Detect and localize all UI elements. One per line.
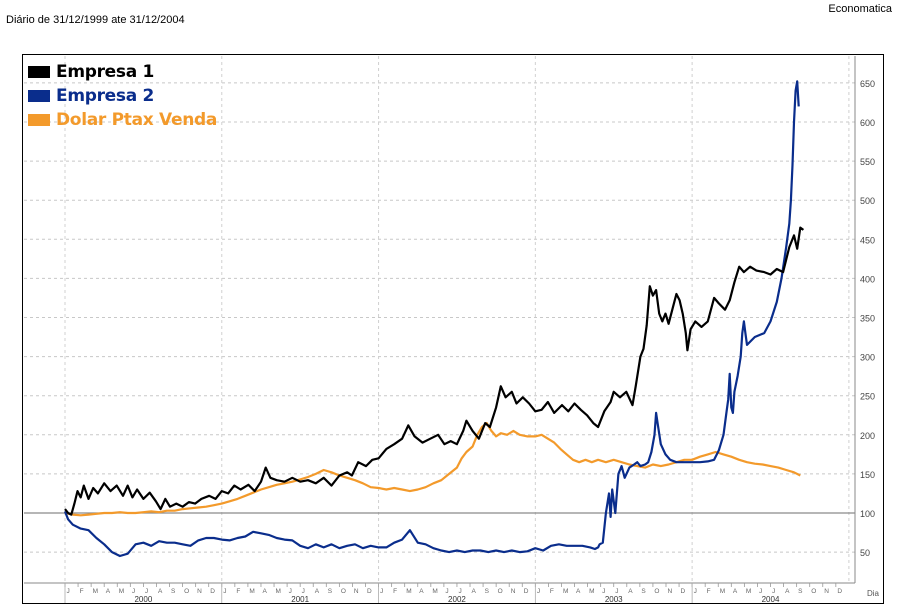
x-month-label: F — [707, 588, 711, 595]
y-tick-250: 250 — [860, 392, 875, 402]
x-month-label: S — [328, 588, 333, 595]
x-month-label: A — [733, 588, 738, 595]
x-month-label: F — [550, 588, 554, 595]
legend-item-dolar: Dolar Ptax Venda — [28, 108, 217, 132]
x-month-label: S — [798, 588, 803, 595]
y-tick-300: 300 — [860, 353, 875, 363]
legend-item-empresa-1: Empresa 1 — [28, 60, 217, 84]
x-month-label: O — [184, 588, 189, 595]
x-month-label: J — [615, 588, 618, 595]
x-month-label: N — [511, 588, 516, 595]
x-month-label: S — [641, 588, 646, 595]
x-month-label: J — [380, 588, 383, 595]
x-month-label: M — [119, 588, 124, 595]
y-tick-200: 200 — [860, 431, 875, 441]
y-tick-400: 400 — [860, 274, 875, 284]
y-tick-650: 650 — [860, 79, 875, 89]
x-year-label-2004: 2004 — [762, 595, 780, 604]
x-month-label: J — [759, 588, 762, 595]
legend-swatch-empresa-1 — [28, 66, 50, 78]
x-month-label: N — [667, 588, 672, 595]
x-month-label: J — [289, 588, 292, 595]
x-month-label: M — [589, 588, 594, 595]
x-month-label: F — [80, 588, 84, 595]
x-month-label: A — [419, 588, 424, 595]
x-month-label: S — [485, 588, 490, 595]
y-tick-550: 550 — [860, 157, 875, 167]
x-month-label: A — [785, 588, 790, 595]
legend-item-empresa-2: Empresa 2 — [28, 84, 217, 108]
y-tick-50: 50 — [860, 548, 870, 558]
x-month-label: N — [197, 588, 202, 595]
x-month-label: J — [445, 588, 448, 595]
x-month-label: D — [367, 588, 372, 595]
x-month-label: D — [210, 588, 215, 595]
x-month-label: J — [772, 588, 775, 595]
x-month-label: A — [472, 588, 477, 595]
x-axis-label: Dia — [867, 589, 880, 598]
source-label: Economatica — [828, 3, 892, 15]
x-month-label: M — [432, 588, 437, 595]
x-month-label: D — [681, 588, 686, 595]
x-month-label: A — [576, 588, 581, 595]
y-tick-450: 450 — [860, 235, 875, 245]
series-line-dolar-ptax-venda — [64, 422, 801, 517]
y-tick-100: 100 — [860, 509, 875, 519]
x-month-label: A — [262, 588, 267, 595]
x-month-label: A — [106, 588, 111, 595]
y-tick-350: 350 — [860, 314, 875, 324]
x-month-label: J — [67, 588, 70, 595]
legend-swatch-empresa-2 — [28, 90, 50, 102]
x-month-label: J — [537, 588, 540, 595]
x-year-label-2002: 2002 — [448, 595, 466, 604]
x-month-label: N — [824, 588, 829, 595]
y-tick-150: 150 — [860, 470, 875, 480]
series-line-empresa-1 — [64, 226, 805, 516]
y-tick-500: 500 — [860, 196, 875, 206]
x-month-label: F — [236, 588, 240, 595]
legend-label-dolar: Dolar Ptax Venda — [56, 110, 218, 130]
x-month-label: J — [302, 588, 305, 595]
chart-legend: Empresa 1 Empresa 2 Dolar Ptax Venda — [28, 60, 217, 132]
x-month-label: A — [158, 588, 163, 595]
x-month-label: M — [720, 588, 725, 595]
x-month-label: D — [524, 588, 529, 595]
x-month-label: J — [458, 588, 461, 595]
x-month-label: O — [341, 588, 346, 595]
x-month-label: M — [93, 588, 98, 595]
x-month-label: M — [746, 588, 751, 595]
x-year-label-2000: 2000 — [134, 595, 152, 604]
chart-frame — [22, 54, 884, 604]
x-month-label: J — [223, 588, 226, 595]
x-month-label: O — [498, 588, 503, 595]
x-month-label: A — [628, 588, 633, 595]
legend-swatch-dolar — [28, 114, 50, 126]
x-month-label: D — [837, 588, 842, 595]
legend-label-empresa-2: Empresa 2 — [56, 86, 155, 106]
period-label: Diário de 31/12/1999 ate 31/12/2004 — [6, 14, 185, 26]
legend-label-empresa-1: Empresa 1 — [56, 62, 155, 82]
x-month-label: M — [249, 588, 254, 595]
series-line-empresa-2 — [63, 80, 800, 558]
x-month-label: S — [171, 588, 176, 595]
x-month-label: M — [406, 588, 411, 595]
x-month-label: N — [354, 588, 359, 595]
x-month-label: J — [132, 588, 135, 595]
x-month-label: J — [694, 588, 697, 595]
x-year-label-2003: 2003 — [605, 595, 623, 604]
x-month-label: M — [563, 588, 568, 595]
x-month-label: J — [145, 588, 148, 595]
x-month-label: O — [811, 588, 816, 595]
x-month-label: F — [393, 588, 397, 595]
x-year-label-2001: 2001 — [291, 595, 309, 604]
x-month-label: M — [276, 588, 281, 595]
x-month-label: O — [654, 588, 659, 595]
y-tick-600: 600 — [860, 118, 875, 128]
x-month-label: J — [602, 588, 605, 595]
x-month-label: A — [315, 588, 320, 595]
